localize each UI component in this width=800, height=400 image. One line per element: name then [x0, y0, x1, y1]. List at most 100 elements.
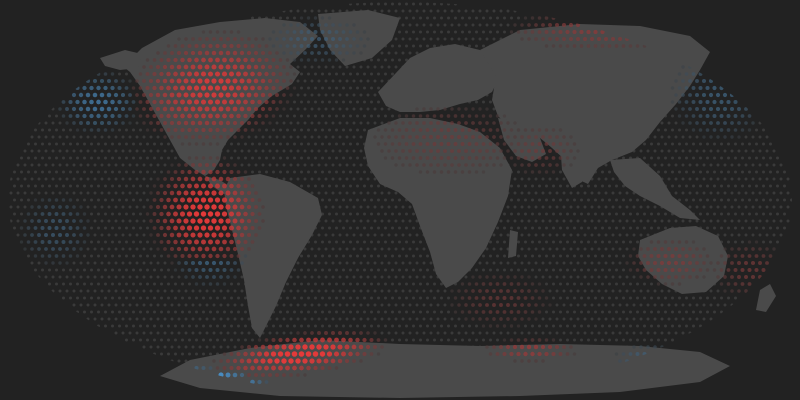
ocean-dot — [643, 142, 646, 146]
ocean-dot — [359, 303, 363, 307]
ocean-dot — [314, 310, 317, 314]
ocean-dot — [709, 289, 713, 293]
cool-anomaly-dot — [309, 36, 315, 42]
ocean-dot — [163, 163, 167, 167]
ocean-dot — [272, 142, 275, 146]
warm-anomaly-dot — [270, 351, 277, 357]
warm-anomaly-dot — [173, 71, 178, 77]
cool-anomaly-dot — [117, 113, 122, 119]
ocean-dot — [41, 142, 44, 146]
ocean-dot — [765, 205, 769, 209]
warm-anomaly-dot — [737, 261, 741, 265]
warm-anomaly-dot — [253, 344, 259, 350]
ocean-dot — [744, 135, 748, 139]
ocean-dot — [510, 184, 513, 188]
ocean-dot — [244, 324, 247, 328]
warm-anomaly-dot — [183, 106, 189, 112]
ocean-dot — [405, 310, 408, 314]
cool-anomaly-dot — [705, 99, 710, 105]
cool-anomaly-dot — [89, 113, 94, 119]
warm-anomaly-dot — [215, 113, 220, 119]
cool-anomaly-dot — [30, 233, 34, 237]
warm-anomaly-dot — [492, 345, 496, 349]
warm-anomaly-dot — [163, 177, 167, 181]
warm-anomaly-dot — [183, 232, 189, 238]
ocean-dot — [730, 205, 734, 209]
ocean-dot — [331, 247, 335, 251]
cool-anomaly-dot — [106, 106, 112, 112]
ocean-dot — [573, 198, 576, 202]
ocean-dot — [443, 37, 447, 41]
warm-anomaly-dot — [761, 254, 766, 258]
ocean-dot — [671, 142, 674, 146]
warm-anomaly-dot — [208, 169, 213, 175]
ocean-dot — [55, 282, 58, 286]
ocean-dot — [499, 331, 503, 335]
cool-anomaly-dot — [194, 282, 199, 286]
ocean-dot — [121, 303, 125, 307]
cool-anomaly-dot — [303, 23, 307, 27]
ocean-dot — [296, 121, 300, 125]
ocean-dot — [72, 289, 76, 293]
ocean-dot — [569, 275, 573, 279]
ocean-dot — [489, 338, 492, 342]
ocean-dot — [79, 289, 83, 293]
warm-anomaly-dot — [737, 275, 741, 279]
ocean-dot — [247, 149, 251, 153]
warm-anomaly-dot — [530, 128, 535, 132]
warm-anomaly-dot — [148, 106, 154, 112]
warm-anomaly-dot — [221, 71, 228, 77]
ocean-dot — [737, 149, 741, 153]
ocean-dot — [398, 198, 401, 202]
ocean-dot — [611, 247, 615, 251]
ocean-dot — [209, 352, 212, 356]
ocean-dot — [160, 142, 163, 146]
cool-anomaly-dot — [30, 219, 34, 223]
ocean-dot — [107, 149, 111, 153]
ocean-dot — [195, 310, 198, 314]
ocean-dot — [324, 9, 328, 13]
ocean-dot — [503, 240, 506, 244]
warm-anomaly-dot — [316, 344, 322, 350]
warm-anomaly-dot — [193, 99, 200, 105]
ocean-dot — [149, 331, 153, 335]
warm-anomaly-dot — [211, 120, 217, 126]
cool-anomaly-dot — [306, 30, 311, 34]
ocean-dot — [191, 303, 195, 307]
ocean-dot — [345, 65, 349, 69]
ocean-dot — [727, 170, 730, 174]
warm-anomaly-dot — [495, 324, 500, 328]
ocean-dot — [118, 128, 121, 132]
ocean-dot — [359, 107, 363, 111]
warm-anomaly-dot — [499, 275, 503, 279]
cool-anomaly-dot — [194, 268, 199, 272]
warm-anomaly-dot — [180, 142, 185, 146]
ocean-dot — [23, 149, 27, 153]
warm-anomaly-dot — [369, 352, 374, 356]
ocean-dot — [664, 338, 667, 342]
ocean-dot — [503, 212, 506, 216]
ocean-dot — [13, 184, 16, 188]
ocean-dot — [412, 268, 415, 272]
warm-anomaly-dot — [383, 338, 388, 342]
warm-anomaly-dot — [527, 289, 531, 293]
ocean-dot — [303, 177, 307, 181]
ocean-dot — [562, 177, 566, 181]
ocean-dot — [356, 170, 359, 174]
ocean-dot — [307, 114, 310, 118]
ocean-dot — [342, 184, 345, 188]
warm-anomaly-dot — [537, 16, 542, 20]
ocean-dot — [625, 219, 629, 223]
cool-anomaly-dot — [722, 92, 728, 98]
warm-anomaly-dot — [226, 163, 230, 167]
warm-anomaly-dot — [365, 344, 371, 350]
ocean-dot — [419, 2, 422, 6]
cool-anomaly-dot — [359, 37, 363, 41]
warm-anomaly-dot — [197, 92, 203, 98]
ocean-dot — [300, 310, 303, 314]
warm-anomaly-dot — [219, 359, 223, 363]
warm-anomaly-dot — [176, 246, 182, 252]
ocean-dot — [653, 219, 657, 223]
warm-anomaly-dot — [617, 36, 623, 42]
ocean-dot — [506, 205, 510, 209]
